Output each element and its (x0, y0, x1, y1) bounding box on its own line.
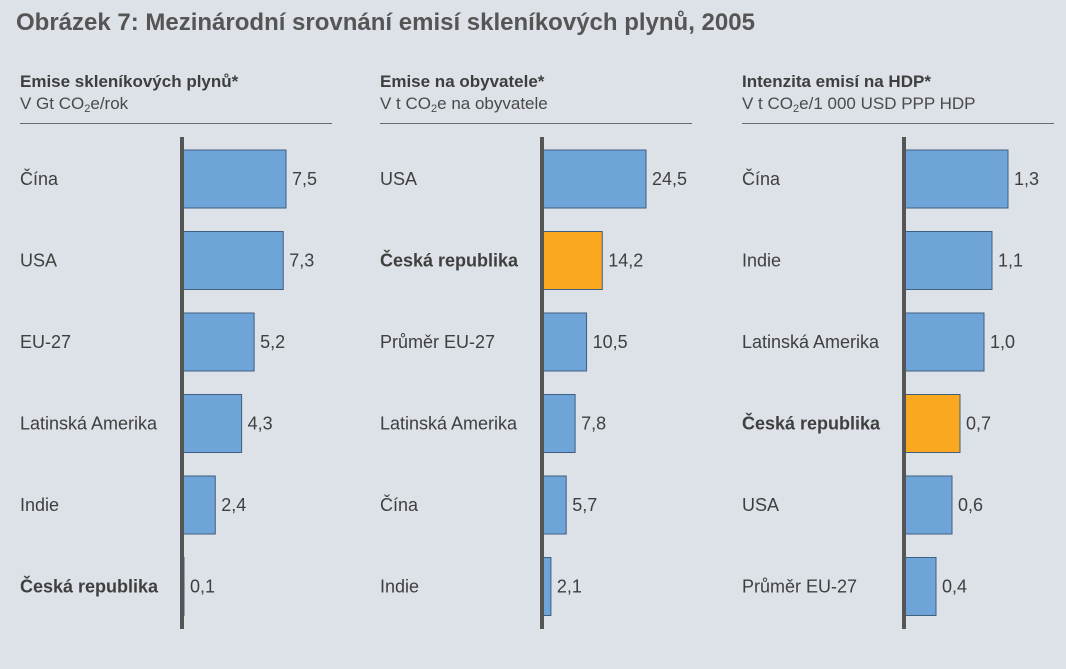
value-label: 0,7 (966, 414, 991, 434)
bar (181, 394, 243, 453)
category-label: Latinská Amerika (20, 414, 158, 434)
figure-title: Obrázek 7: Mezinárodní srovnání emisí sk… (16, 9, 755, 36)
value-label: 14,2 (608, 251, 643, 271)
value-label: 24,5 (652, 169, 687, 189)
chart-panel-total-emissions: Emise skleníkových plynů* V Gt CO2e/rok … (20, 0, 360, 669)
panel-title: Emise skleníkových plynů* (20, 72, 239, 91)
value-label: 7,5 (292, 169, 317, 189)
bar (541, 394, 576, 453)
category-label: USA (20, 251, 57, 271)
category-label: Indie (20, 495, 59, 515)
value-label: 4,3 (248, 414, 273, 434)
category-label: Čína (742, 168, 781, 189)
value-label: 2,1 (557, 577, 582, 597)
value-label: 2,4 (221, 495, 246, 515)
value-label: 7,8 (581, 414, 606, 434)
value-label: 0,1 (190, 577, 215, 597)
bar (541, 312, 588, 372)
category-label: Čína (380, 494, 419, 515)
value-label: 1,0 (990, 332, 1015, 352)
bar (541, 475, 567, 535)
panel-divider (20, 123, 332, 124)
value-label: 5,7 (572, 495, 597, 515)
value-label: 0,4 (942, 577, 967, 597)
category-label: USA (742, 495, 779, 515)
category-label: Česká republika (20, 576, 159, 597)
category-label: Indie (380, 577, 419, 597)
bar (181, 312, 255, 372)
bar (181, 475, 216, 535)
panel-subtitle: V Gt CO2e/rok (20, 94, 129, 115)
bar (903, 475, 953, 535)
value-label: 1,3 (1014, 169, 1039, 189)
bar (903, 231, 993, 290)
bar (181, 149, 287, 209)
value-label: 7,3 (289, 251, 314, 271)
bar-highlighted (903, 394, 961, 453)
category-label: Indie (742, 251, 781, 271)
bar (903, 312, 985, 372)
category-label: EU-27 (20, 332, 71, 352)
panel-subtitle: V t CO2e na obyvatele (380, 94, 548, 115)
bar-chart-gdp-intensity: Čína 1,3 Indie 1,1 Latinská Amerika 1,0 Česká … (742, 137, 1039, 629)
bar-chart-per-capita: USA 24,5 Česká republika 14,2 Průměr EU-27 10… (380, 137, 687, 629)
panel-divider (380, 123, 692, 124)
value-label: 0,6 (958, 495, 983, 515)
value-label: 1,1 (998, 251, 1023, 271)
bar (903, 557, 937, 616)
bar (181, 231, 284, 290)
category-label: Česká republika (380, 250, 519, 271)
category-label: Latinská Amerika (742, 332, 880, 352)
value-label: 5,2 (260, 332, 285, 352)
bar-chart-total-emissions: Čína 7,5 USA 7,3 EU-27 5,2 Latinská Amerika 4,3… (20, 137, 317, 629)
category-label: Čína (20, 168, 59, 189)
panel-subtitle: V t CO2e/1 000 USD PPP HDP (742, 94, 976, 115)
bar (903, 149, 1009, 209)
panel-title: Intenzita emisí na HDP* (742, 72, 931, 91)
bar-highlighted (541, 231, 603, 290)
value-label: 10,5 (593, 332, 628, 352)
chart-panel-gdp-intensity: Intenzita emisí na HDP* V t CO2e/1 000 U… (742, 0, 1066, 669)
bar (541, 149, 647, 209)
panel-title: Emise na obyvatele* (380, 72, 545, 91)
category-label: Latinská Amerika (380, 414, 518, 434)
category-label: Průměr EU-27 (380, 332, 495, 352)
category-label: Česká republika (742, 413, 881, 434)
chart-panel-per-capita: Emise na obyvatele* V t CO2e na obyvatel… (380, 0, 720, 669)
panel-divider (742, 123, 1054, 124)
category-label: USA (380, 169, 417, 189)
category-label: Průměr EU-27 (742, 577, 857, 597)
